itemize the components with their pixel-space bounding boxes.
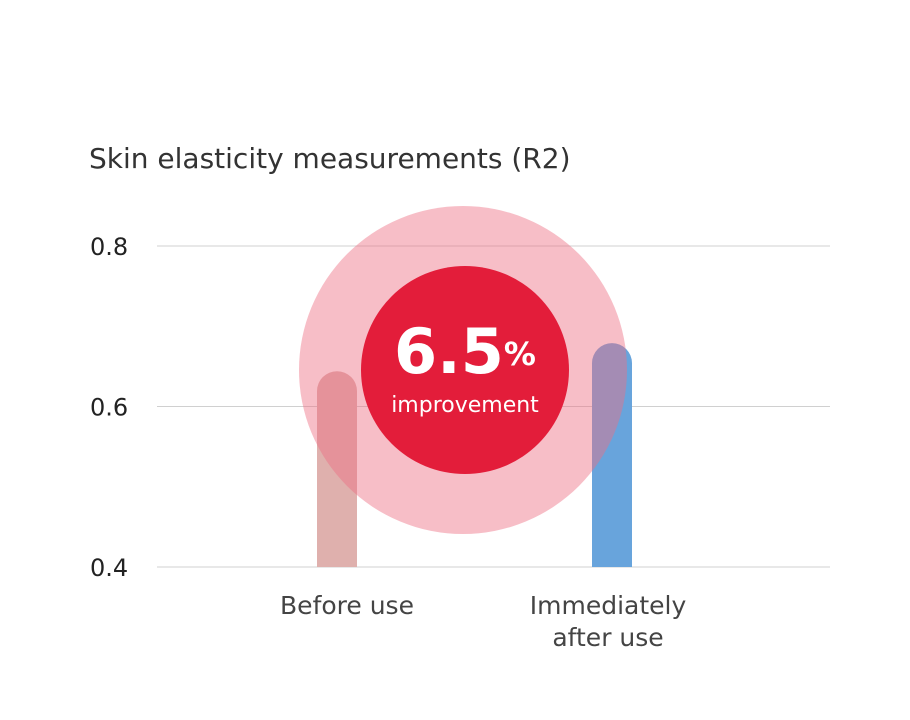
y-tick-label: 0.4	[90, 554, 128, 582]
annotation-value: 6.5%	[394, 315, 536, 388]
chart-title: Skin elasticity measurements (R2)	[89, 142, 571, 175]
x-tick-label: Before use	[280, 591, 414, 620]
bar	[592, 343, 632, 567]
annotation-unit: %	[504, 335, 536, 373]
annotation-text: improvement	[391, 393, 539, 418]
y-tick-label: 0.6	[90, 394, 128, 422]
highlight-circle	[361, 266, 569, 474]
y-tick-label: 0.8	[90, 233, 128, 261]
bar	[317, 371, 357, 567]
annotation-number: 6.5	[394, 315, 504, 388]
x-tick-label: Immediately after use	[529, 591, 687, 652]
